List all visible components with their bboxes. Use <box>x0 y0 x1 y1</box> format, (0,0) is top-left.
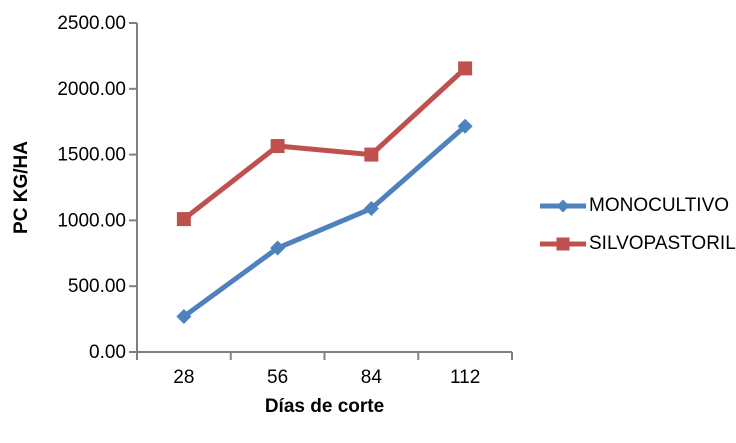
y-tick-label: 0.00 <box>89 342 126 363</box>
x-tick-label: 112 <box>450 367 480 388</box>
y-tick-label: 1000.00 <box>57 210 126 231</box>
legend-item-monocultivo: MONOCULTIVO <box>540 195 736 217</box>
legend-item-silvopastoril: SILVOPASTORIL <box>540 233 736 255</box>
data-point-monocultivo-56 <box>270 240 286 256</box>
x-tick-label: 56 <box>267 367 288 388</box>
data-point-silvopastoril-84 <box>364 147 379 162</box>
silvopastoril-swatch-icon <box>540 237 586 251</box>
y-tick-label: 2500.00 <box>57 13 126 34</box>
data-point-silvopastoril-56 <box>270 139 285 154</box>
data-point-monocultivo-112 <box>457 118 473 134</box>
legend-label: SILVOPASTORIL <box>589 233 736 254</box>
y-tick-label: 500.00 <box>68 276 126 297</box>
y-tick-label: 1500.00 <box>57 145 126 166</box>
data-point-monocultivo-84 <box>363 201 379 217</box>
series-line-monocultivo <box>181 123 468 319</box>
y-tick-label: 2000.00 <box>57 79 126 100</box>
data-point-silvopastoril-112 <box>458 61 473 76</box>
x-tick-label: 84 <box>361 367 383 388</box>
legend-label: MONOCULTIVO <box>589 195 730 216</box>
legend: MONOCULTIVO SILVOPASTORIL <box>540 195 736 255</box>
y-axis-title: PC KG/HA <box>11 141 32 234</box>
series-line-silvopastoril <box>181 65 468 222</box>
data-point-monocultivo-28 <box>176 308 192 324</box>
data-point-silvopastoril-28 <box>176 212 191 227</box>
x-tick-label: 28 <box>173 367 194 388</box>
monocultivo-swatch-icon <box>540 199 586 213</box>
x-axis-title: Días de corte <box>265 396 384 417</box>
